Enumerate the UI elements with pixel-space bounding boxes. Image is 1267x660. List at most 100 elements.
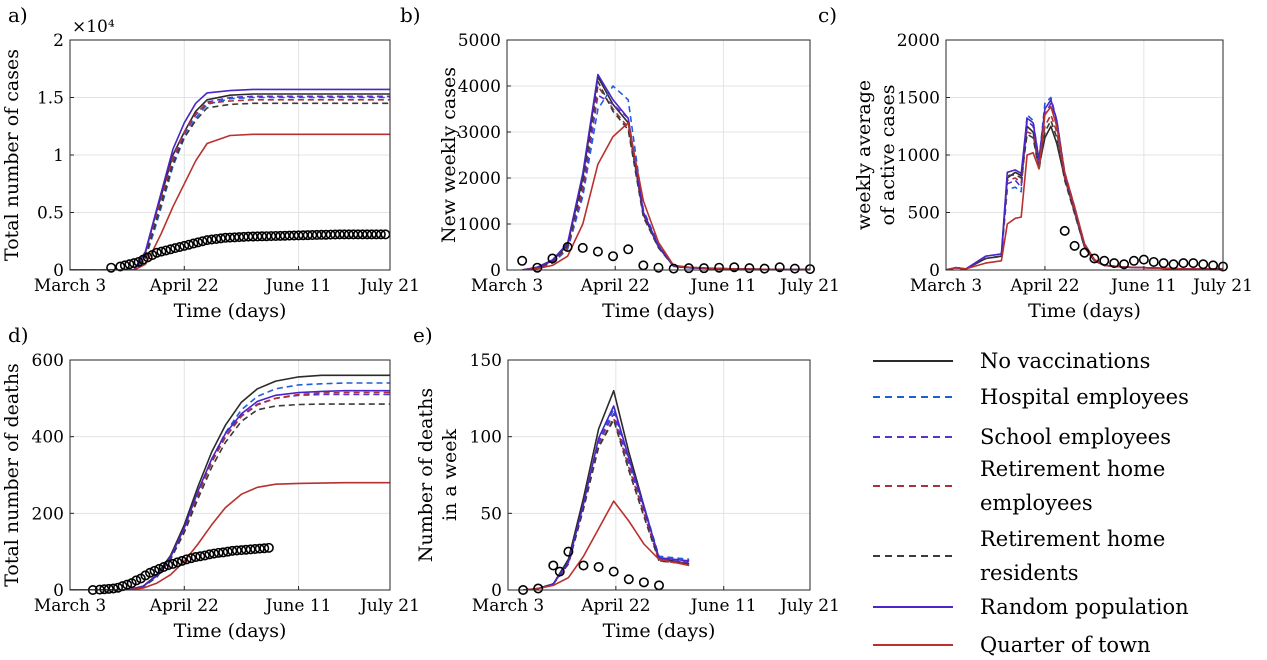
observed-point: [533, 583, 544, 594]
series-line-2: [70, 393, 390, 590]
observed-point: [151, 247, 162, 258]
series-group: [523, 389, 690, 590]
series-line-3: [70, 99, 390, 270]
x-tick-label: March 3: [34, 596, 106, 616]
panel-label: e): [413, 323, 433, 347]
series-line-0: [521, 76, 810, 270]
panel-label: b): [400, 3, 421, 27]
y-tick-label: 1000: [897, 146, 940, 166]
observed-point: [174, 242, 185, 253]
x-axis-label: Time (days): [602, 300, 715, 322]
observed-point: [122, 579, 133, 590]
observed-point: [197, 236, 208, 247]
observed-point: [213, 547, 224, 558]
legend-label: Random population: [980, 595, 1189, 619]
observed-point: [195, 551, 206, 562]
observed-point: [578, 560, 589, 571]
observed-point: [254, 543, 265, 554]
observed-point: [183, 239, 194, 250]
observed-point: [638, 577, 649, 588]
observed-point: [202, 235, 213, 246]
observed-point: [1148, 256, 1159, 267]
y-tick-label: 0: [53, 581, 64, 601]
y-axis-label: in a week: [439, 429, 461, 521]
observed-point: [154, 563, 165, 574]
y-tick-label: 600: [32, 351, 64, 371]
observed-point: [1188, 258, 1199, 269]
observed-point: [532, 262, 543, 273]
x-tick-label: July 21: [778, 596, 840, 616]
observed-point: [548, 560, 559, 571]
axes-frame: [507, 359, 811, 591]
observed-point: [172, 557, 183, 568]
x-tick-label: July 21: [358, 596, 420, 616]
observed-point: [103, 583, 114, 594]
observed-point: [124, 259, 135, 270]
x-axis-label: Time (days): [1028, 300, 1141, 322]
x-axis-label: Time (days): [174, 300, 287, 322]
observed-point: [188, 238, 199, 249]
observed-point: [1059, 225, 1070, 236]
y-tick-label: 200: [32, 504, 64, 524]
observed-point: [179, 240, 190, 251]
observed-point: [1158, 258, 1169, 269]
observed-point: [241, 544, 252, 555]
y-tick-label: 1: [53, 146, 64, 166]
observed-point: [729, 262, 740, 273]
axes-frame: [506, 39, 811, 271]
observed-point: [263, 542, 274, 553]
observed-point: [149, 565, 160, 576]
x-tick-label: June 11: [264, 276, 332, 296]
observed-point: [577, 242, 588, 253]
observed-point: [165, 244, 176, 255]
observed-point: [638, 260, 649, 271]
observed-point: [1109, 258, 1120, 269]
y-tick-label: 2: [53, 31, 64, 51]
observed-point: [1079, 247, 1090, 258]
series-line-4: [523, 418, 690, 590]
observed-point: [161, 245, 172, 256]
observed-point: [554, 566, 565, 577]
observed-point: [562, 242, 573, 253]
x-tick-label: March 3: [34, 276, 106, 296]
panel-d: March 3 April 22 June 11 July 21 0 200 400 600 T…: [1, 323, 420, 642]
observed-point: [245, 544, 256, 555]
observed-point: [206, 234, 217, 245]
y-tick-label: 4000: [458, 77, 501, 97]
x-tick-label: March 3: [472, 596, 544, 616]
observed-point: [199, 550, 210, 561]
series-line-5: [70, 88, 390, 270]
y-tick-label: 2000: [458, 169, 501, 189]
observed-point: [608, 566, 619, 577]
y-axis-label: Number of deaths: [415, 388, 437, 562]
x-tick-label: June 11: [689, 596, 757, 616]
observed-point: [181, 554, 192, 565]
y-tick-label: 0: [53, 261, 64, 281]
legend-label: No vaccinations: [980, 349, 1150, 373]
series-line-4: [946, 119, 1223, 270]
observed-point: [608, 251, 619, 262]
observed-point: [1128, 255, 1139, 266]
y-tick-label: 3000: [458, 123, 501, 143]
series-line-5: [523, 405, 690, 590]
x-tick-label: April 22: [149, 596, 219, 616]
observed-point: [177, 555, 188, 566]
observed-point: [1198, 259, 1209, 270]
observed-point: [517, 255, 528, 266]
observed-point: [623, 244, 634, 255]
series-group: [946, 96, 1223, 270]
y-tick-label: 0.5: [37, 204, 64, 224]
observed-point: [215, 233, 226, 244]
observed-point: [1089, 253, 1100, 264]
observed-point: [115, 261, 126, 272]
x-tick-label: March 3: [910, 276, 982, 296]
observed-point: [593, 561, 604, 572]
observed-point: [106, 262, 117, 273]
series-line-3: [70, 391, 390, 590]
observed-markers: [106, 229, 391, 273]
series-line-1: [70, 96, 390, 270]
x-tick-label: April 22: [1009, 276, 1079, 296]
observed-point: [158, 561, 169, 572]
x-tick-label: June 11: [264, 596, 332, 616]
legend-label: Hospital employees: [980, 385, 1189, 409]
